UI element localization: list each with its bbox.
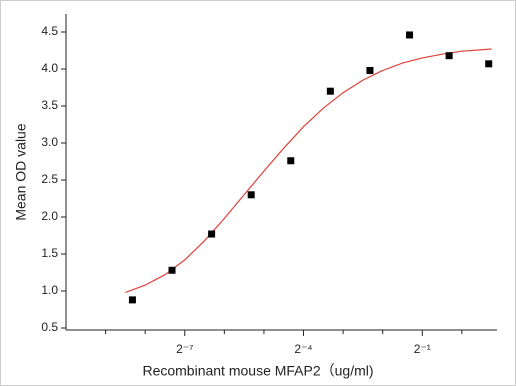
y-tick-label: 3.0 — [41, 135, 58, 149]
point — [168, 266, 176, 274]
fit-curve — [125, 48, 492, 294]
x-tick-label: 2⁻⁷ — [176, 342, 193, 356]
point — [485, 60, 493, 68]
y-tick-label: 3.5 — [41, 98, 58, 112]
y-tick-label: 1.5 — [41, 246, 58, 260]
point — [326, 87, 334, 95]
point — [406, 31, 414, 39]
y-tick-label: 2.0 — [41, 209, 58, 223]
x-tick-label: 2⁻¹ — [414, 342, 431, 356]
y-tick-label: 2.5 — [41, 172, 58, 186]
y-tick-label: 4.0 — [41, 61, 58, 75]
point — [287, 157, 295, 165]
y-tick-label: 0.5 — [41, 320, 58, 334]
x-tick-label: 2⁻⁴ — [294, 342, 312, 356]
y-axis-label: Mean OD value — [13, 123, 29, 220]
y-tick-label: 4.5 — [41, 24, 58, 38]
point — [247, 191, 255, 199]
y-tick-label: 1.0 — [41, 283, 58, 297]
point — [366, 66, 374, 74]
point — [445, 52, 453, 60]
point — [128, 296, 136, 304]
point — [208, 230, 216, 238]
x-axis-label: Recombinant mouse MFAP2（ug/ml) — [142, 363, 373, 379]
